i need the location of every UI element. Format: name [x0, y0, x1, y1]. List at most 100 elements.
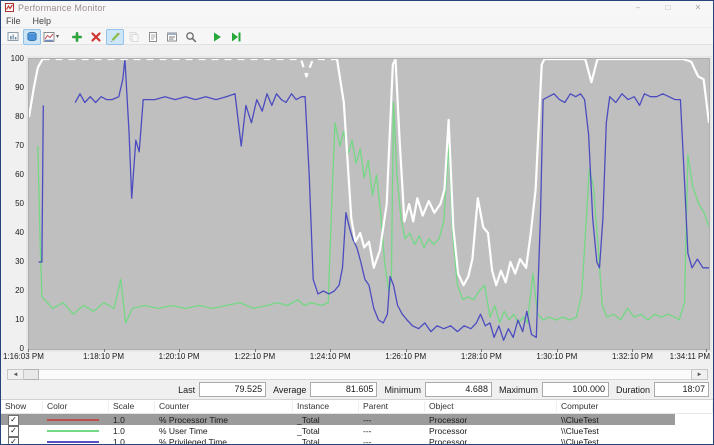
counter-row-2[interactable]: ✓ 1.0 % Privileged Time _Total --- Processor \… [1, 436, 675, 445]
properties-button[interactable] [163, 29, 181, 45]
x-axis-tick-label: 1:34:11 PM [669, 352, 710, 361]
stat-minimum-value: 4.688 [424, 382, 492, 397]
y-axis-tick-label: 0 [19, 343, 24, 353]
stat-maximum-label: Maximum [498, 384, 538, 395]
column-header-show[interactable]: Show [1, 401, 43, 412]
counter-row-0[interactable]: ✓ 1.0 % Processor Time _Total --- Processor \\… [1, 414, 675, 426]
x-axis-tick-label: 1:30:10 PM [536, 352, 578, 361]
stat-average: Average 81.605 [273, 382, 378, 397]
stat-duration-label: Duration [615, 384, 650, 395]
log-icon [26, 31, 38, 43]
view-log-data-button[interactable] [23, 28, 41, 45]
value-bar: Last 79.525 Average 81.605 Minimum 4.688 Maxim… [1, 380, 713, 399]
column-header-object[interactable]: Object [425, 401, 557, 412]
window-title: Performance Monitor [18, 3, 106, 13]
stat-last-label: Last [178, 384, 196, 395]
scrollbar-track[interactable] [39, 369, 691, 380]
view-current-activity-button[interactable] [4, 29, 22, 45]
series-line--processor-time [335, 59, 709, 287]
y-axis-tick-label: 60 [15, 169, 24, 179]
x-axis-tick-mark [330, 349, 332, 352]
cell-scale: 1.0 [113, 425, 125, 436]
minimize-button[interactable]: – [635, 3, 641, 12]
series-line--privileged-time [38, 105, 44, 263]
close-button[interactable]: ✕ [694, 3, 702, 12]
x-axis-tick-mark [632, 349, 634, 352]
cell-instance: _Total [297, 414, 320, 425]
column-header-parent[interactable]: Parent [359, 401, 425, 412]
counter-color-swatch [47, 441, 99, 444]
y-axis-tick-label: 90 [15, 82, 24, 92]
y-axis-tick-label: 20 [15, 285, 24, 295]
stat-last: Last 79.525 [178, 382, 267, 397]
stat-duration: Duration 18:07 [616, 382, 709, 397]
zoom-button[interactable] [182, 29, 200, 45]
x-axis-tick-label: 1:26:10 PM [385, 352, 427, 361]
y-axis-tick-label: 40 [15, 227, 24, 237]
copy-properties-button[interactable] [125, 29, 143, 45]
toolbar: ▾ [1, 28, 713, 45]
stat-minimum: Minimum 4.688 [384, 382, 492, 397]
stat-minimum-label: Minimum [384, 384, 421, 395]
properties-icon [166, 31, 178, 43]
highlight-button[interactable] [106, 28, 124, 45]
activity-icon [7, 31, 19, 43]
plus-icon [71, 31, 83, 43]
cell-instance: _Total [297, 436, 320, 445]
stat-maximum: Maximum 100.000 [499, 382, 609, 397]
menu-help[interactable]: Help [32, 16, 52, 26]
x-axis-tick-mark [706, 349, 707, 352]
x-axis-tick-label: 1:28:10 PM [460, 352, 502, 361]
legend-rows: ✓ 1.0 % Processor Time _Total --- Processor \\… [1, 414, 713, 445]
window-controls: – □ ✕ [623, 1, 713, 15]
perfmon-app-icon [5, 1, 14, 17]
show-checkbox[interactable]: ✓ [8, 414, 19, 426]
cell-counter: % Processor Time [159, 414, 228, 425]
delete-counter-button[interactable] [87, 29, 105, 45]
cross-icon [90, 31, 102, 43]
menu-file[interactable]: File [6, 16, 21, 26]
scrollbar-thumb[interactable] [24, 369, 39, 380]
column-header-instance[interactable]: Instance [293, 401, 359, 412]
stat-average-label: Average [273, 384, 307, 395]
change-graph-type-button[interactable]: ▾ [42, 29, 60, 45]
maximize-button[interactable]: □ [665, 3, 671, 12]
chart-area: 100 90 80 70 60 50 40 30 20 10 0 1:16:03 PM 1:18:10 … [1, 45, 713, 367]
cell-scale: 1.0 [113, 414, 125, 425]
counter-color-swatch [47, 419, 99, 422]
add-counter-button[interactable] [68, 29, 86, 45]
chart-plot[interactable] [28, 58, 710, 350]
cell-scale: 1.0 [113, 436, 125, 445]
pencil-icon [109, 31, 121, 43]
chart-canvas [29, 59, 709, 341]
x-axis-tick-label: 1:18:10 PM [83, 352, 125, 361]
paste-icon [147, 31, 159, 43]
cell-object: Processor [429, 436, 468, 445]
cell-parent: --- [363, 436, 372, 445]
column-header-color[interactable]: Color [43, 401, 109, 412]
column-header-counter[interactable]: Counter [155, 401, 293, 412]
cell-parent: --- [363, 425, 372, 436]
stat-duration-value: 18:07 [654, 382, 709, 397]
x-axis-tick-mark [405, 349, 407, 352]
freeze-display-button[interactable] [208, 29, 226, 45]
series-line--privileged-time [74, 59, 709, 341]
x-axis-tick-label: 1:22:10 PM [234, 352, 276, 361]
show-checkbox[interactable]: ✓ [8, 425, 19, 437]
paste-counter-list-button[interactable] [144, 29, 162, 45]
cell-object: Processor [429, 425, 468, 436]
counter-row-1[interactable]: ✓ 1.0 % User Time _Total --- Processor \\ClueT… [1, 425, 675, 437]
cell-counter: % Privileged Time [159, 436, 228, 445]
x-axis-tick-label: 1:16:03 PM [3, 352, 44, 361]
column-header-computer[interactable]: Computer [557, 401, 713, 412]
scroll-right-arrow-icon[interactable]: ► [691, 369, 708, 380]
column-header-scale[interactable]: Scale [109, 401, 155, 412]
show-checkbox[interactable]: ✓ [8, 436, 19, 444]
titlebar: Performance Monitor – □ ✕ [1, 1, 713, 15]
scroll-left-arrow-icon[interactable]: ◄ [7, 369, 24, 380]
skip-icon [230, 31, 242, 43]
update-data-button[interactable] [227, 29, 245, 45]
counter-legend-table: Show Color Scale Counter Instance Parent Objec… [1, 399, 713, 445]
x-axis-tick-mark [556, 349, 558, 352]
